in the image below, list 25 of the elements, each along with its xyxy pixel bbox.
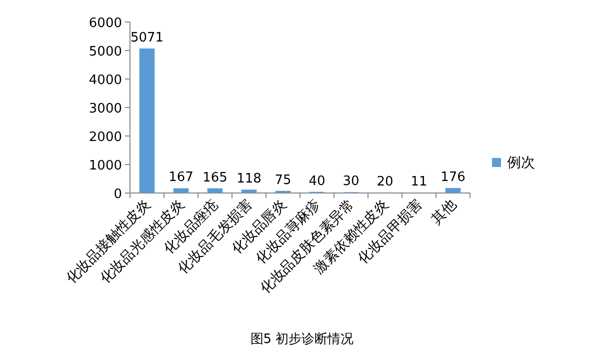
data-label: 165 <box>202 170 228 186</box>
bar <box>173 188 189 193</box>
data-label: 5071 <box>130 30 164 46</box>
y-tick-label: 2000 <box>88 130 122 145</box>
bar <box>207 188 223 193</box>
data-label: 167 <box>168 170 194 186</box>
data-label: 118 <box>236 172 262 187</box>
y-tick-label: 1000 <box>88 158 122 174</box>
bar <box>139 48 155 193</box>
legend-label: 例次 <box>507 155 535 171</box>
y-tick-label: 3000 <box>88 102 122 116</box>
y-tick-label: 5000 <box>88 44 122 60</box>
y-tick-label: 6000 <box>88 16 122 31</box>
data-label: 75 <box>274 172 292 188</box>
data-label: 176 <box>440 170 466 185</box>
data-label: 11 <box>410 174 428 190</box>
data-label: 20 <box>376 174 394 190</box>
bar <box>445 188 461 193</box>
y-tick-label: 0 <box>114 187 122 202</box>
x-tick-label: 其他 <box>428 196 460 228</box>
bar <box>241 190 257 193</box>
caption: 图5 初步诊断情况 <box>250 332 354 347</box>
data-label: 40 <box>308 174 326 189</box>
data-label: 30 <box>342 174 360 190</box>
y-tick-label: 4000 <box>88 73 122 88</box>
